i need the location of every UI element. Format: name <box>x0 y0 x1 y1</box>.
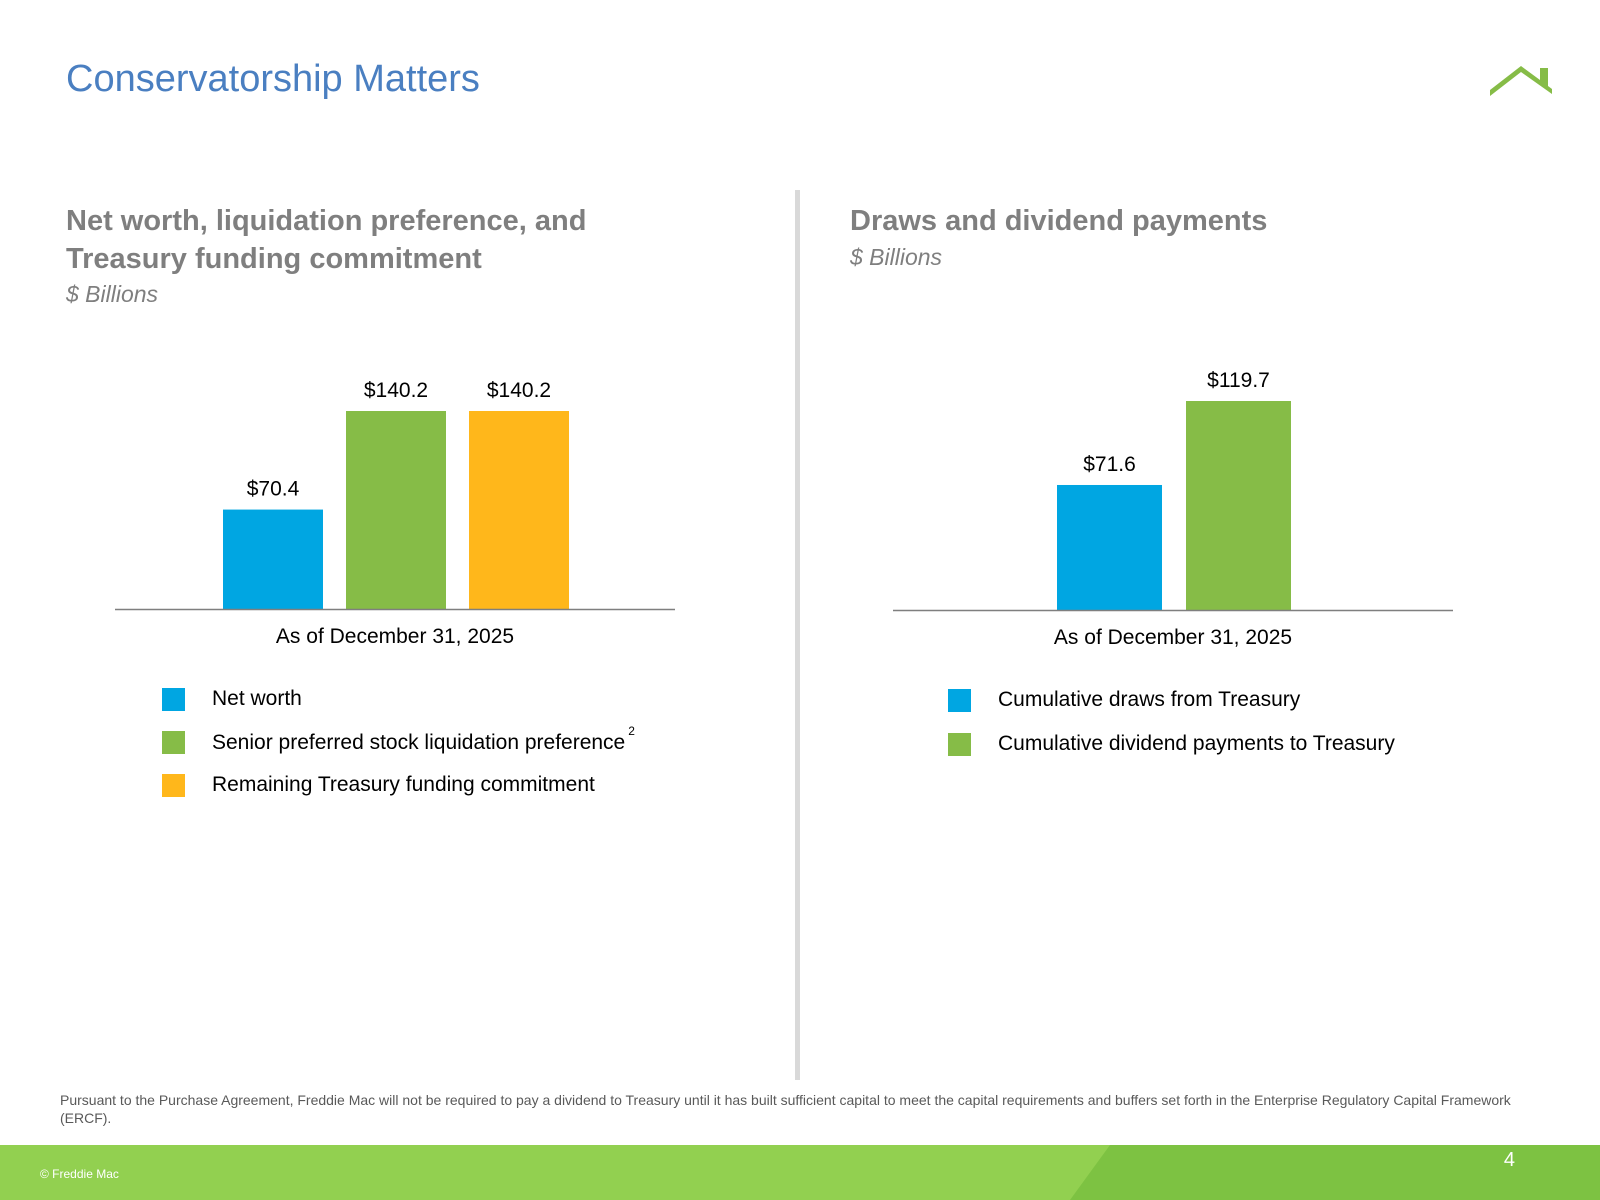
legend-label-liquidation-preference-text: Senior preferred stock liquidation prefe… <box>212 731 626 754</box>
left-chart-title-line1: Net worth, liquidation preference, and <box>66 205 587 237</box>
page-number: 4 <box>1503 1149 1515 1171</box>
left-bar-label-3: $140.2 <box>487 379 551 402</box>
right-bar-label-2: $119.7 <box>1207 369 1270 392</box>
legend-label-cumulative-dividends: Cumulative dividend payments to Treasury <box>998 732 1395 755</box>
legend-label-cumulative-draws: Cumulative draws from Treasury <box>998 688 1301 711</box>
legend-swatch-funding-commitment <box>162 774 185 797</box>
left-chart-title-line2: Treasury funding commitment <box>66 243 482 275</box>
left-bar-label-1: $70.4 <box>247 478 300 501</box>
right-chart-subtitle: $ Billions <box>850 244 943 270</box>
copyright: © Freddie Mac <box>40 1167 119 1181</box>
left-chart-subtitle: $ Billions <box>66 281 159 307</box>
left-bar-2 <box>346 411 446 609</box>
page-title: Conservatorship Matters <box>66 58 480 100</box>
freddie-mac-roof-logo-icon <box>1490 66 1552 96</box>
footnote-marker: 2 <box>628 724 635 738</box>
charts-canvas: $70.4 $140.2 $140.2 As of December 31, 2025… <box>115 369 1453 649</box>
legend-label-liquidation-preference: Senior preferred stock liquidation prefe… <box>212 724 635 755</box>
footer-bar: © Freddie Mac 4 <box>0 1145 1600 1200</box>
right-bar-1 <box>1057 484 1162 610</box>
legend-label-net-worth: Net worth <box>212 687 302 710</box>
legend-swatch-net-worth <box>162 688 185 711</box>
right-bar-label-1: $71.6 <box>1083 453 1136 476</box>
left-bar-label-2: $140.2 <box>364 379 428 402</box>
left-chart-title: Net worth, liquidation preference, and T… <box>66 202 586 278</box>
panel-divider <box>795 190 800 1080</box>
right-bar-2 <box>1186 401 1291 610</box>
right-category-label: As of December 31, 2025 <box>1054 626 1292 649</box>
left-category-label: As of December 31, 2025 <box>276 625 514 648</box>
footer-accent-shape <box>1070 1145 1600 1200</box>
legend-label-funding-commitment: Remaining Treasury funding commitment <box>212 773 595 796</box>
legend-swatch-cumulative-dividends <box>948 733 971 756</box>
legend-swatch-cumulative-draws <box>948 689 971 712</box>
left-bar-3 <box>469 411 569 609</box>
right-chart-title: Draws and dividend payments <box>850 205 1268 237</box>
legend-swatch-liquidation-preference <box>162 731 185 754</box>
left-bar-1 <box>223 509 323 609</box>
footnote: Pursuant to the Purchase Agreement, Fred… <box>60 1092 1511 1126</box>
